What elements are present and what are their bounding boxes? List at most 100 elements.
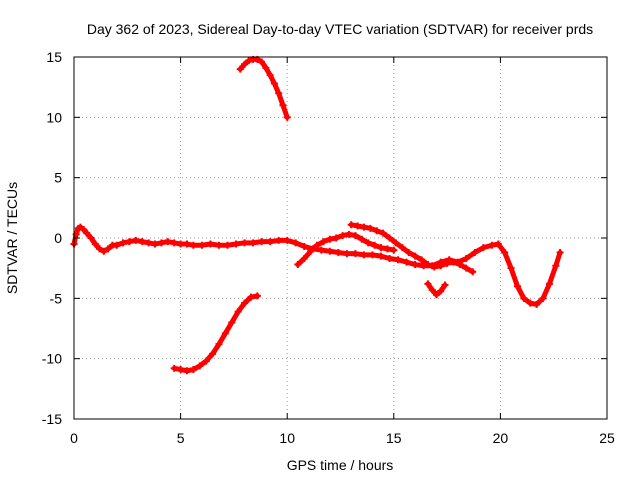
data-point-marker <box>125 238 133 246</box>
data-point-marker <box>215 241 223 249</box>
data-point-marker <box>386 255 394 263</box>
data-point-marker <box>366 224 374 232</box>
data-point-marker <box>377 252 385 260</box>
data-point-marker <box>307 247 315 255</box>
data-point-marker <box>206 240 214 248</box>
data-point-marker <box>364 239 372 247</box>
data-point-marker <box>351 232 359 240</box>
data-point-marker <box>266 71 274 79</box>
data-point-marker <box>501 248 509 256</box>
data-point-marker <box>319 238 327 246</box>
y-tick-label: -15 <box>42 411 62 427</box>
data-point-marker <box>360 251 368 259</box>
data-point-marker <box>164 238 172 246</box>
x-tick-label: 10 <box>279 430 295 446</box>
data-point-marker <box>258 58 266 66</box>
data-point-marker <box>80 226 88 234</box>
data-point-marker <box>96 245 104 253</box>
data-point-marker <box>545 280 553 288</box>
data-point-marker <box>177 240 185 248</box>
data-point-marker <box>533 300 541 308</box>
data-point-marker <box>87 234 95 242</box>
data-point-marker <box>441 281 449 289</box>
data-point-marker <box>432 291 440 299</box>
data-point-marker <box>394 256 402 264</box>
data-point-marker <box>189 366 197 374</box>
data-point-marker <box>379 229 387 237</box>
series-lower-arc <box>170 292 261 375</box>
chart-title: Day 362 of 2023, Sidereal Day-to-day VTE… <box>87 21 593 37</box>
series-upper-mid-track <box>347 221 477 276</box>
data-point-marker <box>392 239 400 247</box>
data-point-marker <box>411 252 419 260</box>
x-tick-label: 0 <box>70 430 78 446</box>
data-point-marker <box>326 247 334 255</box>
data-point-marker <box>91 240 99 248</box>
y-axis-label: SDTVAR / TECUs <box>4 182 20 294</box>
data-point-marker <box>347 221 355 229</box>
data-point-marker <box>104 245 112 253</box>
data-point-marker <box>275 89 283 97</box>
data-point-marker <box>456 261 464 269</box>
data-point-marker <box>279 101 287 109</box>
data-point-marker <box>196 362 204 370</box>
data-point-marker <box>358 235 366 243</box>
x-tick-label: 15 <box>386 430 402 446</box>
data-point-marker <box>334 248 342 256</box>
data-point-marker <box>360 223 368 231</box>
data-point-marker <box>539 294 547 302</box>
data-point-marker <box>224 241 232 249</box>
data-point-marker <box>443 259 451 267</box>
y-tick-label: -5 <box>50 290 63 306</box>
y-tick-label: 10 <box>46 109 62 125</box>
data-point-marker <box>138 238 146 246</box>
data-point-marker <box>398 244 406 252</box>
data-point-marker <box>245 57 253 65</box>
data-point-marker <box>189 241 197 249</box>
y-axis-ticks: -15 -10 -5 0 5 10 15 <box>42 49 607 427</box>
data-point-marker <box>253 292 261 300</box>
x-tick-label: 5 <box>177 430 185 446</box>
data-point-marker <box>215 340 223 348</box>
data-point-marker <box>157 239 165 247</box>
data-point-marker <box>183 367 191 375</box>
data-point-marker <box>177 366 185 374</box>
series-secondary-track <box>294 230 398 269</box>
data-point-marker <box>270 80 278 88</box>
data-point-marker <box>383 245 391 253</box>
data-point-marker <box>228 318 236 326</box>
data-point-marker <box>513 282 521 290</box>
data-point-marker <box>332 234 340 242</box>
data-point-marker <box>418 256 426 264</box>
data-point-marker <box>462 264 470 272</box>
series-upper-arc <box>236 55 291 121</box>
data-point-marker <box>241 299 249 307</box>
data-point-marker <box>428 286 436 294</box>
data-point-marker <box>430 263 438 271</box>
data-point-marker <box>258 238 266 246</box>
data-point-marker <box>292 239 300 247</box>
data-point-marker <box>119 239 127 247</box>
data-point-marker <box>424 280 432 288</box>
data-point-marker <box>100 247 108 255</box>
y-tick-label: 5 <box>54 170 62 186</box>
x-axis-ticks: 0 5 10 15 20 25 <box>70 57 615 446</box>
data-point-marker <box>283 236 291 244</box>
data-point-marker <box>462 255 470 263</box>
data-point-marker <box>377 244 385 252</box>
data-point-marker <box>390 246 398 254</box>
data-point-marker <box>283 113 291 121</box>
data-point-marker <box>170 364 178 372</box>
data-point-marker <box>494 240 502 248</box>
data-point-marker <box>145 239 153 247</box>
data-point-marker <box>249 239 257 247</box>
data-point-marker <box>371 241 379 249</box>
data-point-marker <box>469 268 477 276</box>
data-point-marker <box>386 234 394 242</box>
data-point-marker <box>262 64 270 72</box>
data-point-marker <box>232 240 240 248</box>
data-point-marker <box>479 244 487 252</box>
x-tick-label: 20 <box>493 430 509 446</box>
data-point-marker <box>300 242 308 250</box>
data-point-marker <box>170 239 178 247</box>
